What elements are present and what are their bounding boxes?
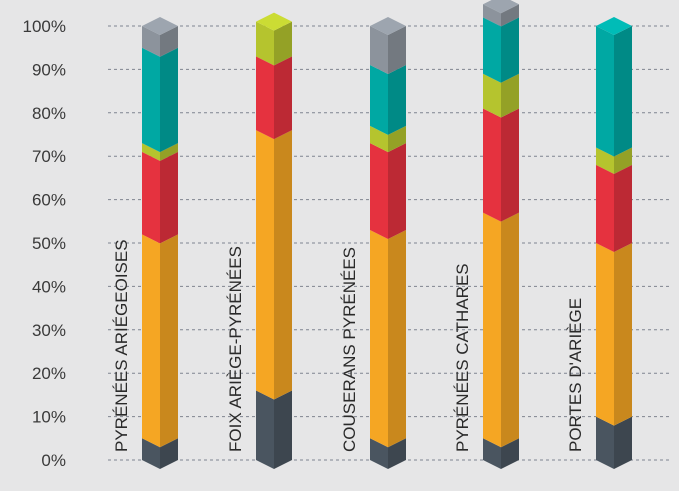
bar-segment	[483, 73, 501, 118]
y-tick-label: 80%	[32, 104, 66, 123]
bar-segment-side	[388, 125, 406, 153]
category-label: COUSERANS PYRÉNÉES	[340, 247, 359, 452]
bar-segment	[483, 4, 501, 27]
bar-top-cap	[142, 17, 178, 35]
bar-segment-side	[501, 108, 519, 222]
bar-segment-side	[501, 438, 519, 469]
bar-segment	[370, 65, 388, 135]
bar-segment-side	[388, 229, 406, 448]
y-tick-label: 30%	[32, 321, 66, 340]
bar-segment-side	[160, 151, 178, 244]
bar-segment-side	[388, 438, 406, 469]
bar-segment	[370, 229, 388, 448]
y-tick-label: 90%	[32, 60, 66, 79]
bar-segment-side	[501, 73, 519, 118]
bar-segment-side	[160, 234, 178, 448]
y-tick-label: 70%	[32, 147, 66, 166]
y-tick-label: 50%	[32, 234, 66, 253]
bar-segment	[483, 108, 501, 222]
bar-segment-side	[614, 147, 632, 174]
bar-segment-side	[388, 65, 406, 135]
bar-segment-side	[388, 26, 406, 75]
bar-segment-side	[614, 26, 632, 157]
bar-segment	[596, 416, 614, 469]
y-tick-label: 100%	[23, 17, 66, 36]
bar-segment-side	[274, 56, 292, 140]
bar-segment	[142, 438, 160, 469]
bar-segment	[256, 130, 274, 400]
bar-segment	[370, 438, 388, 469]
bar-top-cap	[256, 12, 292, 31]
bar-segment	[596, 164, 614, 252]
category-label: PYRÉNÉES CATHARES	[453, 263, 472, 452]
bar-segment	[256, 390, 274, 469]
y-tick-label: 20%	[32, 364, 66, 383]
bar-segment	[370, 26, 388, 75]
bar-segment	[370, 143, 388, 239]
bar-segment-side	[614, 416, 632, 469]
category-label: FOIX ARIÈGE-PYRÉNÉES	[226, 246, 245, 452]
bar-top-cap	[370, 17, 406, 35]
bar-segment	[596, 243, 614, 426]
bar-segment	[483, 17, 501, 83]
bar-top-cap	[483, 0, 519, 14]
bar-segment-side	[160, 438, 178, 469]
y-tick-label: 0%	[41, 451, 66, 470]
y-tick-label: 40%	[32, 277, 66, 296]
bar-segment	[142, 151, 160, 244]
bar-segment	[142, 234, 160, 448]
category-label: PYRÉNÉES ARIÉGEOISES	[112, 239, 131, 452]
bar-segment-side	[501, 17, 519, 83]
bar-top-cap	[596, 17, 632, 35]
bar-segment	[142, 143, 160, 161]
bar-segment	[483, 438, 501, 469]
bar-segment-side	[160, 47, 178, 153]
bar-segment	[483, 212, 501, 448]
y-tick-label: 60%	[32, 191, 66, 210]
bar-segment-side	[501, 4, 519, 27]
bar-segment-side	[388, 143, 406, 239]
bar-segment-side	[614, 164, 632, 252]
bar-segment-side	[160, 26, 178, 57]
bar-segment	[142, 26, 160, 57]
category-label: PORTES D'ARIÈGE	[566, 298, 585, 452]
bar-segment-side	[274, 390, 292, 469]
bar-segment	[596, 26, 614, 157]
bar-segment-side	[160, 143, 178, 161]
bar-segment-side	[614, 243, 632, 426]
y-tick-label: 10%	[32, 408, 66, 427]
bar-segment	[370, 125, 388, 153]
bar-segment	[256, 21, 274, 66]
bar-segment	[142, 47, 160, 153]
bar-segment-side	[501, 212, 519, 448]
bar-segment-side	[274, 130, 292, 400]
bar-segment	[596, 147, 614, 174]
bar-segment	[256, 56, 274, 140]
bar-segment-side	[274, 21, 292, 66]
